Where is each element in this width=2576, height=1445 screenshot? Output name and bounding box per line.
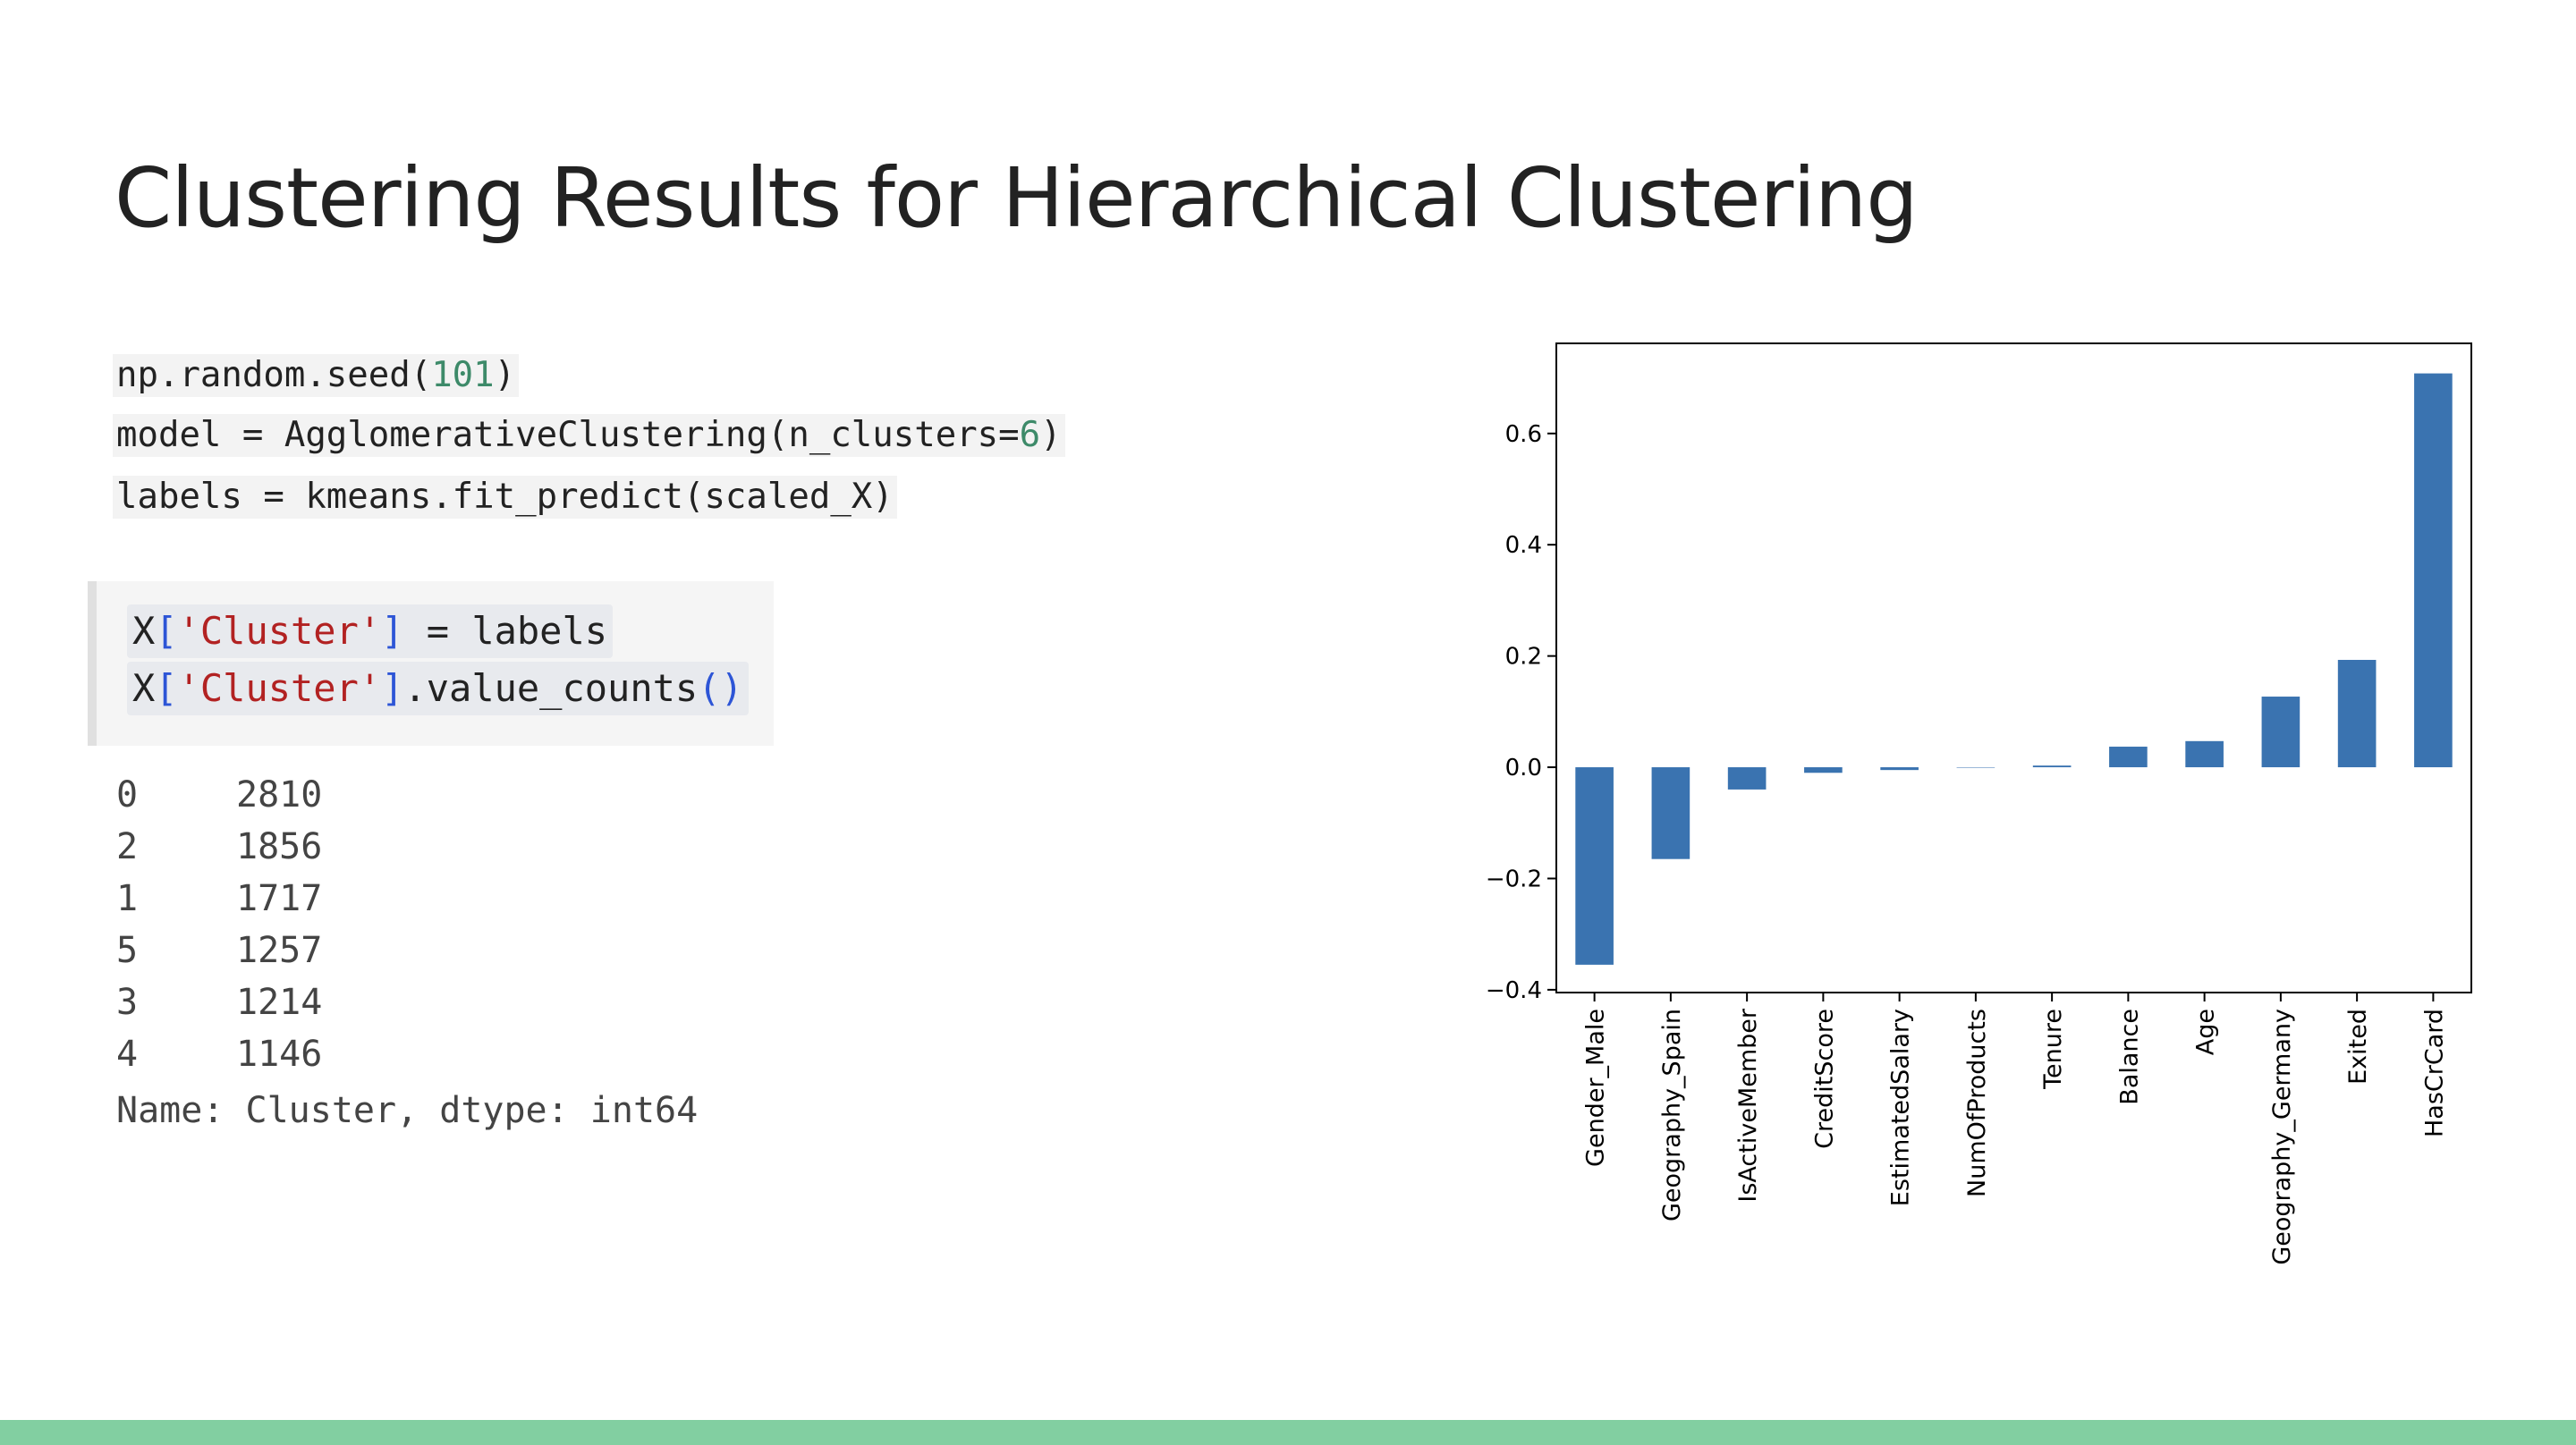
output-count: 1257 [236,930,323,971]
output-index: 3 [116,982,139,1023]
output-count: 1856 [236,826,323,867]
bar-age [2185,740,2224,768]
chart-y-axis: −0.4 −0.2 0.0 0.2 0.4 0.6 [1486,421,1556,1004]
code-line-labels: labels = kmeans.fit_predict(scaled_X) [113,476,897,519]
chart-bars [1575,373,2453,965]
output-row: 0 2810 [116,769,698,821]
x-tick-label: Geography_Germany [2268,1009,2296,1265]
x-tick-label: Gender_Male [1582,1009,1610,1167]
output-row: 4 1146 [116,1028,698,1080]
output-row: 5 1257 [116,925,698,976]
output-name-line: Name: Cluster, dtype: int64 [116,1090,699,1131]
code-text: ) [1040,415,1062,455]
output-count: 1214 [236,982,323,1023]
output-index: 0 [116,774,139,815]
output-count: 1146 [236,1034,323,1075]
y-tick-label: 0.2 [1505,644,1542,671]
code-text: np.random.seed( [116,355,432,395]
y-tick-label: −0.4 [1486,977,1542,1004]
notebook-output: 0 2810 2 1856 1 1717 5 1257 3 1214 4 1146 Name… [116,769,698,1139]
bar-balance [2109,747,2148,768]
x-tick-label: Geography_Spain [1658,1009,1686,1221]
token-parens: () [698,666,743,710]
x-tick-label: EstimatedSalary [1887,1009,1915,1206]
x-tick-label: Age [2192,1009,2220,1055]
output-index: 2 [116,826,139,867]
token-rest: = labels [403,609,608,653]
token-string: 'Cluster' [177,666,382,710]
bar-estimatedsalary [1880,767,1919,771]
x-tick-label: IsActiveMember [1734,1008,1762,1203]
x-tick-label: Balance [2115,1009,2143,1105]
y-tick-label: −0.2 [1486,866,1542,892]
bar-isactivemember [1727,767,1767,790]
token-var: X [132,609,156,653]
code-text: model = AgglomerativeClustering(n_cluste… [116,415,1020,455]
output-count: 1717 [236,878,323,919]
token-method: .value_counts [403,666,699,710]
notebook-code-cell[interactable]: X['Cluster'] = labels X['Cluster'].value… [88,581,774,746]
output-index: 5 [116,930,139,971]
x-tick-label: CreditScore [1810,1009,1838,1149]
output-index: 4 [116,1034,139,1075]
output-row: 1 1717 [116,873,698,925]
token-var: X [132,666,156,710]
output-index: 1 [116,878,139,919]
code-number: 101 [431,355,495,395]
notebook-cell-line-assign: X['Cluster'] = labels [127,604,614,658]
output-count: 2810 [236,774,323,815]
token-bracket: ] [381,666,404,710]
output-row: 3 1214 [116,976,698,1028]
code-text: ) [494,355,516,395]
bar-chart: −0.4 −0.2 0.0 0.2 0.4 0.6 Gender_Male Geograph… [1486,342,2472,1265]
code-line-seed: np.random.seed(101) [113,354,520,397]
token-string: 'Cluster' [177,609,382,653]
bar-gender_male [1575,767,1614,965]
bar-geography_spain [1651,767,1690,859]
token-bracket: [ [155,609,178,653]
x-tick-label: Exited [2344,1009,2372,1085]
x-tick-label: Tenure [2039,1009,2067,1090]
bar-numofproducts [1956,767,1996,768]
bar-exited [2337,659,2377,768]
bar-geography_germany [2261,697,2301,768]
bar-hascrcard [2414,373,2453,768]
chart-x-axis: Gender_Male Geography_Spain IsActiveMember… [1582,993,2448,1265]
output-row: 2 1856 [116,821,698,873]
token-bracket: ] [381,609,404,653]
x-tick-label: NumOfProducts [1963,1009,1991,1197]
chart-frame [1555,342,2472,993]
y-tick-label: 0.6 [1505,421,1542,448]
footer-bar [0,1420,2576,1445]
code-line-model: model = AgglomerativeClustering(n_cluste… [113,414,1065,457]
notebook-cell-line-value-counts: X['Cluster'].value_counts() [127,662,749,715]
code-number: 6 [1019,415,1041,455]
x-tick-label: HasCrCard [2420,1009,2448,1137]
token-bracket: [ [155,666,178,710]
y-tick-label: 0.4 [1505,532,1542,559]
slide-title: Clustering Results for Hierarchical Clus… [114,150,1919,246]
y-tick-label: 0.0 [1505,755,1542,782]
bar-creditscore [1804,767,1843,773]
bar-tenure [2032,765,2072,768]
